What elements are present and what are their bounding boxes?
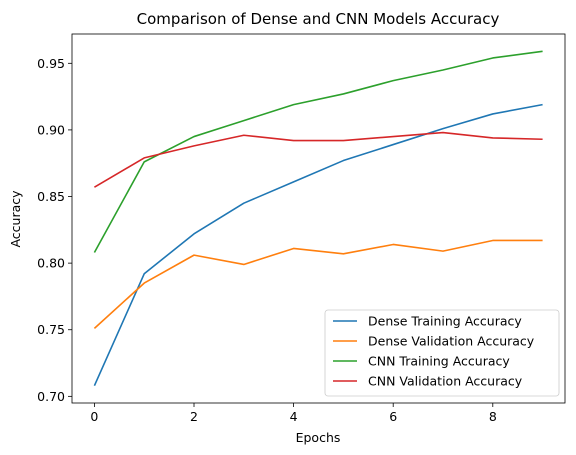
x-tick-label: 4: [290, 409, 298, 424]
series-line-2: [93, 239, 543, 329]
legend-entry-label: CNN Training Accuracy: [368, 354, 510, 369]
x-tick-label: 6: [389, 409, 397, 424]
x-tick-label: 0: [90, 409, 98, 424]
series-line-1: [93, 103, 543, 387]
y-tick-label: 0.70: [37, 389, 65, 404]
legend-entry-label: CNN Validation Accuracy: [368, 374, 523, 389]
chart-title: Comparison of Dense and CNN Models Accur…: [137, 10, 500, 28]
series-line-4: [94, 131, 543, 188]
y-tick-label: 0.95: [37, 56, 65, 71]
legend-entry-label: Dense Training Accuracy: [368, 314, 522, 329]
x-tick-label: 2: [190, 409, 198, 424]
legend-entry-label: Dense Validation Accuracy: [368, 334, 535, 349]
legend: Dense Training Accuracy Dense Validation …: [324, 309, 560, 397]
axes-frame: [71, 33, 566, 404]
series-line-3: [93, 50, 543, 253]
y-tick-label: 0.85: [37, 189, 65, 204]
x-axis-label: Epochs: [296, 430, 341, 445]
x-tick-label: 8: [489, 409, 497, 424]
y-tick-label: 0.75: [37, 322, 65, 337]
y-tick-label: 0.80: [37, 256, 65, 271]
plot-area: 0 2 4 6 8 0.70 0.75 0.80 0.85 0.90 0.95: [37, 33, 566, 424]
y-axis-label: Accuracy: [8, 190, 23, 248]
y-tick-label: 0.90: [37, 122, 65, 137]
legend-box: [324, 309, 560, 397]
